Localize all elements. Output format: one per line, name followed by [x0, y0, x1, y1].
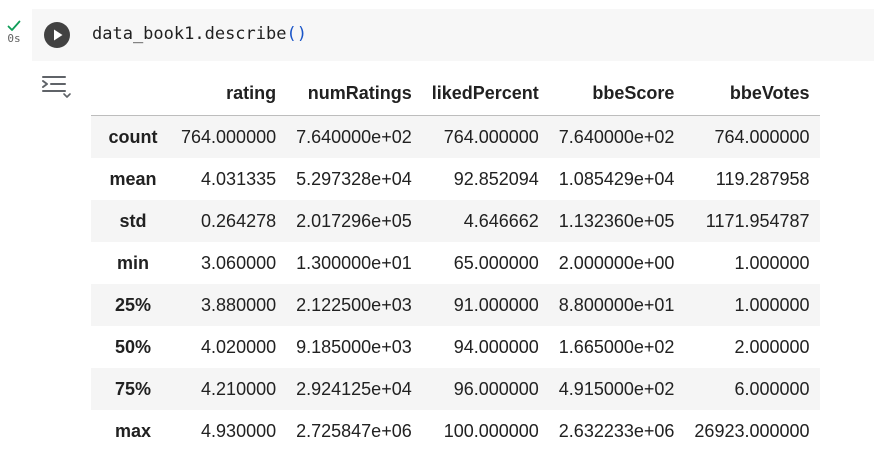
code-object: data_book1: [92, 24, 195, 44]
table-row: count 764.000000 7.640000e+02 764.000000…: [91, 115, 820, 158]
table-cell: 764.000000: [714, 126, 810, 147]
row-label: min: [116, 252, 149, 273]
table-cell: 4.930000: [201, 420, 277, 441]
table-cell: 4.020000: [201, 336, 277, 357]
row-label: max: [114, 420, 152, 441]
table-row: 25% 3.880000 2.122500e+03 91.000000 8.80…: [91, 284, 820, 326]
index-header: [91, 71, 171, 116]
row-label: mean: [109, 168, 157, 189]
table-cell: 4.646662: [463, 210, 539, 231]
table-cell: 96.000000: [453, 378, 539, 399]
run-cell-button[interactable]: [44, 22, 70, 48]
play-icon: [54, 29, 63, 41]
table-cell: 65.000000: [453, 252, 539, 273]
code-cell[interactable]: data_book1.describe(): [32, 9, 874, 61]
table-row: 50% 4.020000 9.185000e+03 94.000000 1.66…: [91, 326, 820, 368]
table-cell: 26923.000000: [694, 420, 810, 441]
column-header: bbeVotes: [684, 71, 820, 116]
check-icon: [7, 20, 21, 31]
table-cell: 4.915000e+02: [558, 378, 675, 399]
column-header: rating: [171, 71, 287, 116]
execution-status: 0s: [0, 20, 28, 45]
table-row: min 3.060000 1.300000e+01 65.000000 2.00…: [91, 242, 820, 284]
table-cell: 7.640000e+02: [296, 126, 412, 147]
table-cell: 1171.954787: [705, 210, 810, 231]
column-header: bbeScore: [548, 71, 685, 116]
row-label: 50%: [114, 336, 152, 357]
table-cell: 1.300000e+01: [296, 252, 412, 273]
table-cell: 7.640000e+02: [558, 126, 675, 147]
execution-time: 0s: [7, 32, 21, 45]
table-cell: 2.725847e+06: [296, 420, 412, 441]
table-cell: 2.017296e+05: [296, 210, 412, 231]
table-row: 75% 4.210000 2.924125e+04 96.000000 4.91…: [91, 368, 820, 410]
table-cell: 2.000000e+00: [558, 252, 675, 273]
output-toggle-icon: [42, 76, 71, 98]
table-cell: 92.852094: [453, 168, 539, 189]
table-cell: 94.000000: [453, 336, 539, 357]
table-cell: 91.000000: [453, 294, 539, 315]
row-label: 25%: [114, 294, 152, 315]
describe-output-table: rating numRatings likedPercent bbeScore …: [91, 71, 820, 452]
table-cell: 1.085429e+04: [558, 168, 675, 189]
table-cell: 100.000000: [443, 420, 539, 441]
table-cell: 3.880000: [201, 294, 277, 315]
table-cell: 764.000000: [443, 126, 539, 147]
table-row: std 0.264278 2.017296e+05 4.646662 1.132…: [91, 200, 820, 242]
table-row: max 4.930000 2.725847e+06 100.000000 2.6…: [91, 410, 820, 452]
table-cell: 1.132360e+05: [558, 210, 675, 231]
table-cell: 6.000000: [734, 378, 810, 399]
table-row: mean 4.031335 5.297328e+04 92.852094 1.0…: [91, 158, 820, 200]
code-method: .describe: [194, 24, 287, 44]
row-label: 75%: [114, 378, 152, 399]
table-header-row: rating numRatings likedPercent bbeScore …: [91, 71, 820, 116]
table-cell: 9.185000e+03: [296, 336, 412, 357]
column-header: likedPercent: [421, 71, 549, 116]
row-label: std: [119, 210, 147, 231]
table-cell: 5.297328e+04: [296, 168, 412, 189]
table-cell: 0.264278: [201, 210, 277, 231]
table-cell: 1.000000: [734, 252, 810, 273]
table-cell: 3.060000: [201, 252, 277, 273]
table-cell: 4.210000: [201, 378, 277, 399]
column-header: numRatings: [286, 71, 422, 116]
code-editor-line[interactable]: data_book1.describe(): [92, 23, 307, 45]
table-cell: 764.000000: [181, 126, 277, 147]
table-cell: 2.122500e+03: [296, 294, 412, 315]
table-cell: 8.800000e+01: [558, 294, 675, 315]
code-open-paren: (: [286, 24, 297, 44]
table-cell: 1.665000e+02: [558, 336, 675, 357]
table-cell: 1.000000: [734, 294, 810, 315]
code-close-paren: ): [296, 24, 307, 44]
table-cell: 2.000000: [734, 336, 810, 357]
row-label: count: [108, 126, 158, 147]
table-cell: 2.632233e+06: [558, 420, 675, 441]
table-cell: 4.031335: [201, 168, 277, 189]
output-toggle-button[interactable]: [40, 72, 72, 100]
table-cell: 119.287958: [715, 168, 810, 189]
table-cell: 2.924125e+04: [296, 378, 412, 399]
